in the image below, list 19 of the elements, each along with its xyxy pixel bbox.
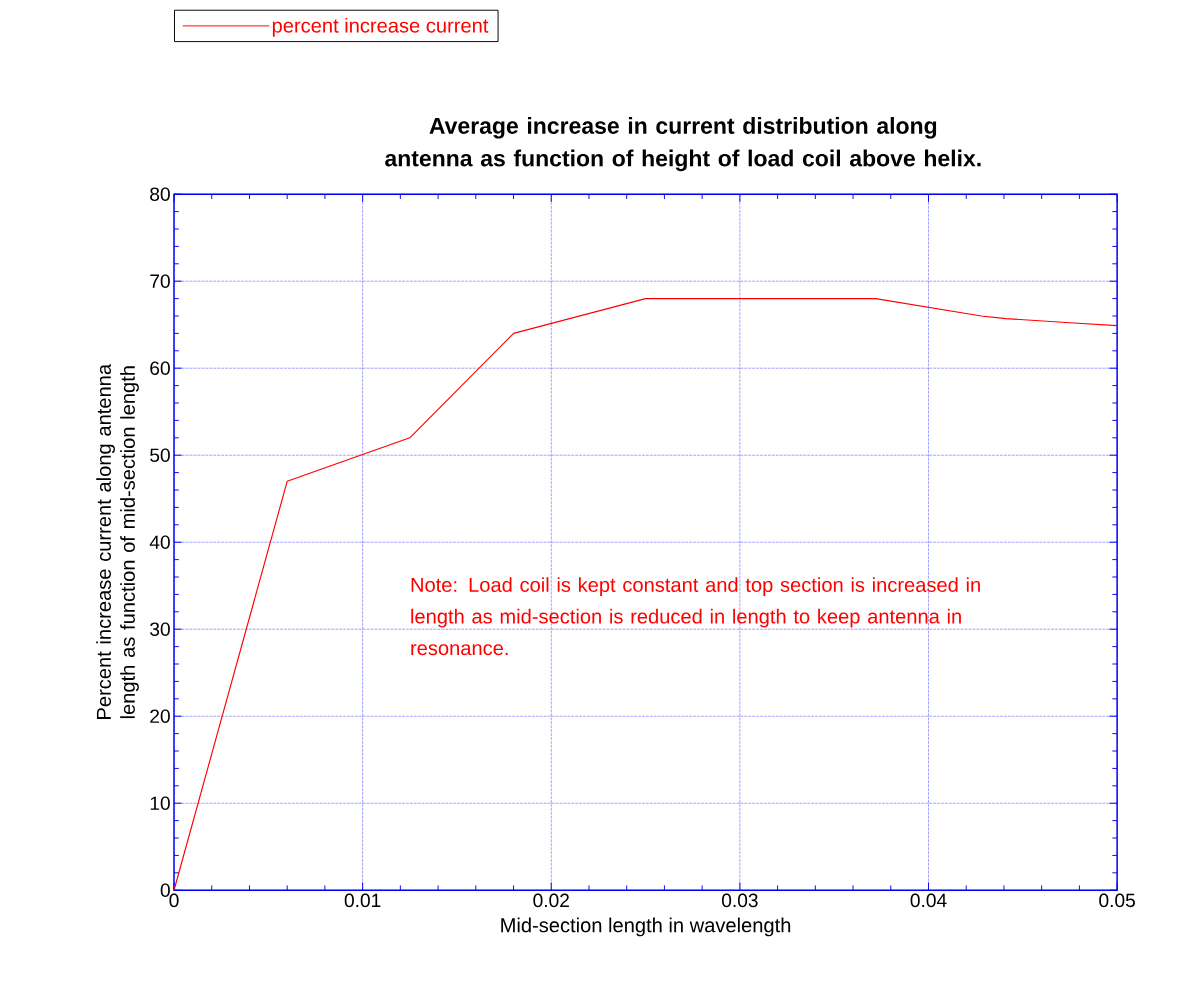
x-tick-label: 0.05: [1099, 893, 1135, 908]
chart-title: Average increase in current distribution along antenna as function of height of load coil above helix.: [385, 117, 981, 172]
y-tick-label: 30: [150, 622, 170, 637]
annotation: Note: Load coil is kept constant and top section is increased in length as mid-section is reduced in length to keep antenna in resonance.: [411, 577, 980, 656]
y-tick-label: 80: [150, 187, 170, 202]
y-tick-label: 70: [150, 274, 170, 289]
y-tick-label: 20: [150, 709, 170, 724]
y-axis-title: Percent increase current along antenna length as function of mid-section length: [96, 364, 139, 720]
y-tick-label: 0: [160, 883, 170, 898]
x-tick-label: 0.02: [533, 893, 569, 908]
x-tick-label: 0.01: [344, 893, 381, 908]
x-tick-label: 0.03: [721, 893, 758, 908]
x-axis-title: Mid-section length in wavelength: [501, 917, 791, 937]
legend-label: percent increase current: [272, 18, 489, 37]
x-tick-label: 0.04: [910, 893, 947, 908]
y-tick-label: 60: [150, 361, 170, 376]
y-tick-label: 50: [150, 448, 170, 463]
y-tick-label: 10: [150, 796, 170, 811]
y-tick-label: 40: [149, 535, 170, 550]
